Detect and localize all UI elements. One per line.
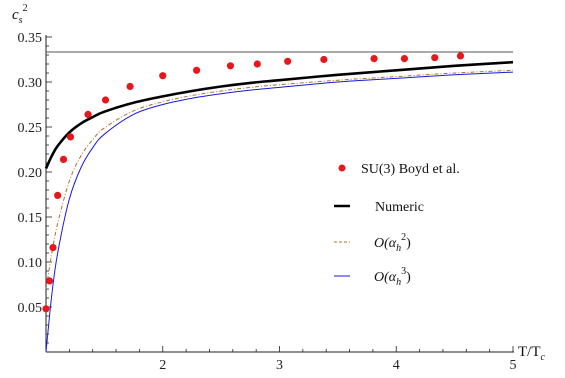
y-tick-label: 0.25 (18, 121, 43, 136)
legend-label-boyd: SU(3) Boyd et al. (361, 162, 460, 177)
legend-label-numeric: Numeric (375, 200, 424, 215)
data-point-boyd (54, 191, 62, 199)
legend-marker-boyd (338, 164, 346, 172)
data-point-boyd (400, 55, 409, 63)
data-point-boyd (284, 57, 292, 65)
data-point-boyd (126, 82, 134, 91)
series-line-order2 (45, 69, 514, 290)
y-tick-label: 0.05 (18, 301, 43, 316)
series-line-numeric (44, 60, 514, 169)
y-tick-label: 0.10 (18, 256, 43, 271)
data-point-boyd (226, 62, 235, 70)
series-lines (44, 60, 514, 353)
x-tick-label: 3 (276, 358, 283, 373)
legend-item-order2: O(αh2) (334, 232, 411, 254)
legend-item-boyd: SU(3) Boyd et al. (338, 162, 460, 177)
legend-item-numeric: Numeric (334, 200, 424, 215)
data-point-boyd (49, 244, 57, 252)
data-point-boyd (253, 60, 261, 68)
legend: SU(3) Boyd et al. Numeric O(αh2) O(αh3) (334, 162, 460, 288)
legend-label-order3: O(αh3) (374, 266, 411, 288)
data-point-boyd (84, 110, 92, 118)
y-tick-label: 0.35 (18, 31, 43, 46)
data-point-boyd (159, 72, 167, 80)
axes (45, 35, 514, 353)
legend-label-order2: O(αh2) (374, 232, 411, 254)
y-tick-label: 0.30 (18, 76, 43, 91)
data-point-boyd (456, 52, 465, 60)
data-point-boyd (66, 133, 75, 141)
data-point-boyd (42, 305, 50, 313)
data-point-boyd (59, 155, 68, 163)
x-tick-label: 2 (159, 358, 166, 373)
data-point-boyd (101, 96, 110, 104)
x-tick-label: 4 (393, 358, 400, 373)
y-axis-label: cs2 (12, 3, 28, 26)
data-point-boyd (45, 277, 54, 285)
series-line-order3 (45, 71, 514, 353)
tick-labels: 2 3 4 5 0.05 0.10 0.15 0.20 0.25 0.30 0.35 (18, 31, 517, 373)
data-point-boyd (193, 66, 201, 74)
x-axis-label: T/Tc (518, 344, 546, 363)
data-point-boyd (320, 55, 328, 64)
y-tick-label: 0.20 (18, 166, 43, 181)
legend-item-order3: O(αh3) (334, 266, 411, 288)
data-point-boyd (431, 54, 439, 62)
y-tick-label: 0.15 (18, 211, 43, 226)
scatter-points (42, 52, 465, 313)
x-tick-label: 5 (510, 358, 517, 373)
data-point-boyd (370, 55, 378, 63)
